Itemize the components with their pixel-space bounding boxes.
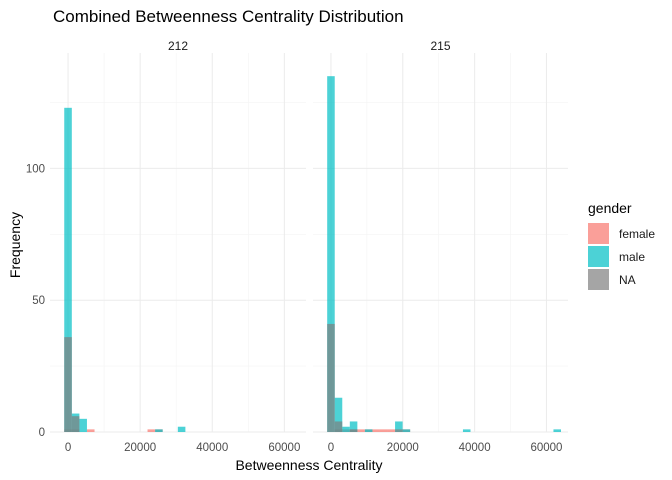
x-tick-label: 60000 xyxy=(268,442,300,454)
legend-label: female xyxy=(619,227,655,241)
bar-male xyxy=(177,426,186,432)
y-tick-label: 100 xyxy=(26,163,45,175)
bar-male xyxy=(395,421,403,432)
bar-male xyxy=(342,426,350,432)
legend-label: male xyxy=(619,250,645,264)
legend-label: NA xyxy=(619,273,636,287)
x-tick-label: 0 xyxy=(328,442,334,454)
bar-female xyxy=(147,429,156,432)
bar-male xyxy=(334,397,343,432)
facet-label: 215 xyxy=(430,39,450,53)
x-axis-title: Betweenness Centrality xyxy=(235,457,382,473)
bar-male xyxy=(553,429,561,432)
y-axis-title: Frequency xyxy=(7,212,23,278)
bar-male xyxy=(79,418,87,432)
legend-key xyxy=(588,269,609,290)
facet-panels: 212 0 20000 40000 60000 215 0 20000 40000 60000 0 5… xyxy=(26,39,568,454)
facet-panel-215: 215 0 20000 40000 60000 xyxy=(313,39,568,454)
x-tick-label: 40000 xyxy=(196,442,228,454)
x-tick-label: 20000 xyxy=(387,442,419,454)
legend-item-male: male xyxy=(588,246,645,267)
x-tick-label: 60000 xyxy=(530,442,562,454)
legend-key xyxy=(588,223,609,244)
bar-female xyxy=(372,429,380,432)
x-tick-label: 0 xyxy=(65,442,71,454)
x-tick-label: 20000 xyxy=(124,442,156,454)
bar-NA xyxy=(395,429,403,432)
legend-key xyxy=(588,246,609,267)
facet-panel-212: 212 0 20000 40000 60000 xyxy=(50,39,306,454)
facet-label: 212 xyxy=(168,39,188,53)
legend-item-NA: NA xyxy=(588,269,636,290)
bar-female xyxy=(387,429,396,432)
legend-item-female: female xyxy=(588,223,655,244)
legend: gender female male NA xyxy=(588,200,655,290)
bar-male xyxy=(402,429,411,432)
bar-male xyxy=(462,429,471,432)
bar-male xyxy=(155,429,163,432)
bar-female xyxy=(379,429,388,432)
bar-male xyxy=(349,421,358,432)
chart-title: Combined Betweenness Centrality Distribu… xyxy=(53,7,404,26)
bar-NA xyxy=(334,421,343,432)
y-tick-label: 50 xyxy=(32,295,45,307)
bar-female xyxy=(86,429,95,432)
bar-male xyxy=(327,76,335,432)
bar-female xyxy=(357,429,365,432)
bar-NA xyxy=(64,337,72,432)
bar-NA xyxy=(71,416,80,432)
bar-NA xyxy=(349,429,358,432)
legend-title: gender xyxy=(588,200,632,216)
bar-NA xyxy=(327,323,335,432)
x-tick-label: 40000 xyxy=(459,442,491,454)
bar-male xyxy=(64,107,72,433)
bar-male xyxy=(364,429,373,432)
y-tick-label: 0 xyxy=(39,427,45,439)
